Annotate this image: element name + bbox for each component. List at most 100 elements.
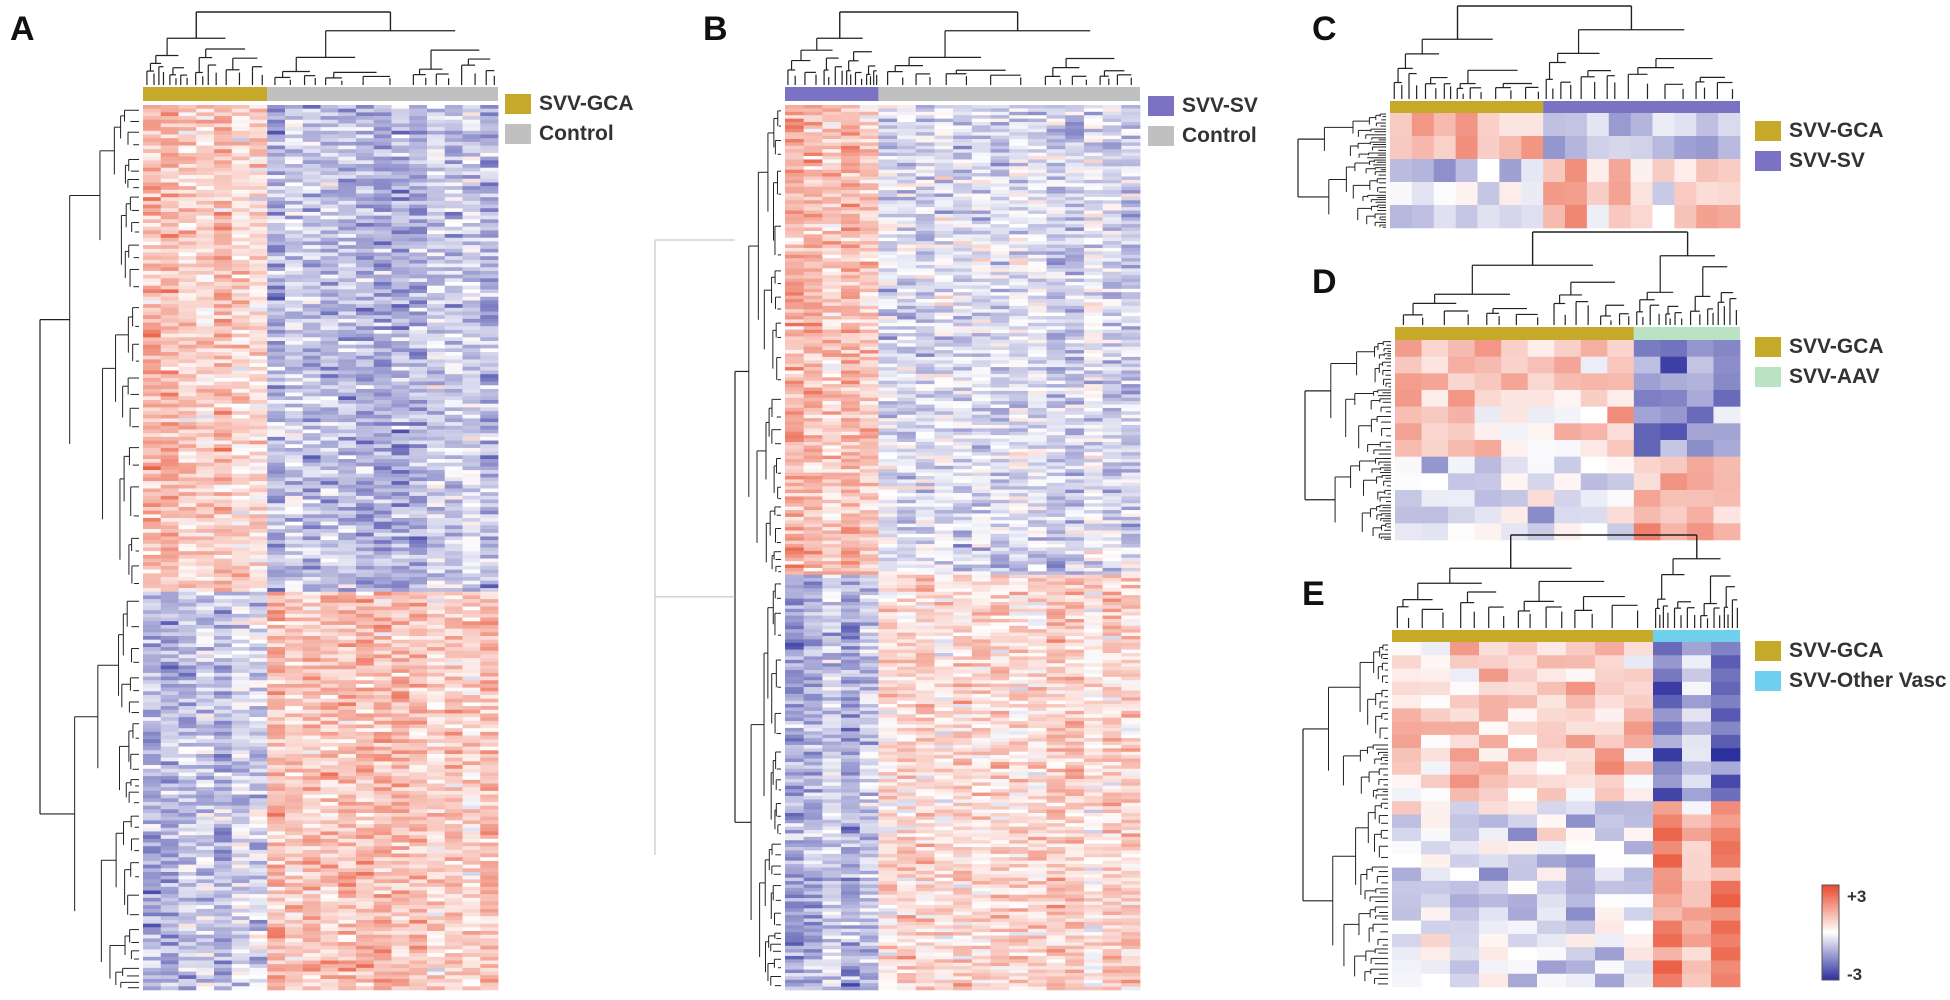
heatmap-cell: [267, 735, 286, 740]
heatmap-cell: [409, 765, 428, 770]
heatmap-cell: [196, 632, 215, 637]
heatmap-cell: [373, 293, 392, 298]
heatmap-cell: [196, 702, 215, 707]
heatmap-cell: [231, 119, 250, 124]
heatmap-cell: [214, 883, 233, 888]
heatmap-cell: [160, 462, 179, 467]
heatmap-cell: [249, 514, 268, 519]
heatmap-cell: [178, 820, 197, 825]
heatmap-cell: [231, 245, 250, 250]
heatmap-cell: [373, 831, 392, 836]
heatmap-cell: [338, 551, 357, 556]
heatmap-cell: [444, 307, 463, 312]
heatmap-cell: [391, 838, 410, 843]
heatmap-cell: [320, 698, 339, 703]
heatmap-cell: [409, 447, 428, 452]
heatmap-cell: [391, 282, 410, 286]
heatmap-cell: [391, 849, 410, 854]
heatmap-cell: [480, 554, 499, 559]
heatmap-cell: [391, 927, 410, 932]
heatmap-cell: [356, 691, 375, 696]
heatmap-cell: [373, 451, 392, 456]
heatmap-cell: [214, 348, 233, 353]
heatmap-cell: [249, 742, 268, 747]
heatmap-cell: [160, 975, 179, 980]
heatmap-cell: [427, 643, 446, 648]
heatmap-cell: [267, 672, 286, 677]
heatmap-cell: [160, 377, 179, 382]
heatmap-cell: [196, 411, 215, 416]
heatmap-cell: [409, 960, 428, 965]
heatmap-cell: [462, 894, 481, 899]
heatmap-cell: [373, 683, 392, 688]
heatmap-cell: [320, 521, 339, 526]
heatmap-cell: [391, 949, 410, 954]
heatmap-cell: [249, 709, 268, 714]
heatmap-cell: [267, 872, 286, 876]
heatmap-cell: [338, 919, 357, 924]
heatmap-cell: [373, 695, 392, 699]
heatmap-cell: [249, 813, 268, 817]
heatmap-cell: [338, 565, 357, 570]
heatmap-cell: [302, 230, 321, 235]
heatmap-cell: [214, 750, 233, 755]
heatmap-cell: [267, 949, 286, 954]
heatmap-cell: [231, 270, 250, 275]
heatmap-cell: [356, 942, 375, 947]
heatmap-cell: [338, 381, 357, 386]
heatmap-cell: [214, 953, 233, 958]
heatmap-cell: [338, 300, 357, 305]
heatmap-cell: [249, 193, 268, 198]
heatmap-cell: [427, 175, 446, 180]
heatmap-cell: [338, 182, 357, 187]
heatmap-cell: [285, 307, 304, 312]
heatmap-cell: [143, 400, 162, 404]
heatmap-cell: [338, 842, 357, 847]
heatmap-cell: [338, 676, 357, 681]
heatmap-cell: [391, 628, 410, 633]
heatmap-cell: [462, 407, 481, 412]
heatmap-cell: [338, 444, 357, 449]
heatmap-cell: [373, 455, 392, 460]
heatmap-cell: [143, 141, 162, 146]
heatmap-cell: [409, 754, 428, 758]
heatmap-cell: [356, 827, 375, 832]
heatmap-cell: [409, 436, 428, 441]
heatmap-cell: [267, 982, 286, 987]
heatmap-cell: [285, 636, 304, 640]
heatmap-cell: [267, 776, 286, 781]
heatmap-cell: [302, 293, 321, 298]
heatmap-cell: [285, 731, 304, 736]
heatmap-cell: [444, 385, 463, 390]
heatmap-cell: [462, 669, 481, 674]
heatmap-cell: [427, 363, 446, 368]
heatmap-cell: [231, 588, 250, 593]
heatmap-cell: [391, 680, 410, 685]
heatmap-cell: [320, 982, 339, 987]
heatmap-cell: [356, 241, 375, 246]
heatmap-cell: [249, 444, 268, 449]
heatmap-cell: [196, 868, 215, 873]
heatmap-cell: [356, 919, 375, 924]
heatmap-cell: [480, 385, 499, 390]
heatmap-cell: [462, 584, 481, 589]
heatmap-cell: [409, 713, 428, 718]
heatmap-cell: [196, 197, 215, 202]
heatmap-cell: [462, 824, 481, 829]
heatmap-cell: [462, 344, 481, 349]
heatmap-cell: [320, 422, 339, 427]
heatmap-cell: [302, 167, 321, 172]
heatmap-cell: [178, 366, 197, 371]
heatmap-cell: [462, 385, 481, 390]
heatmap-cell: [444, 396, 463, 401]
heatmap-cell: [409, 259, 428, 264]
heatmap-cell: [480, 407, 499, 412]
heatmap-cell: [480, 757, 499, 762]
heatmap-cell: [338, 119, 357, 124]
heatmap-cell: [249, 809, 268, 814]
heatmap-cell: [178, 411, 197, 416]
heatmap-cell: [143, 204, 162, 209]
heatmap-cell: [444, 326, 463, 331]
heatmap-cell: [373, 178, 392, 183]
heatmap-cell: [285, 503, 304, 508]
